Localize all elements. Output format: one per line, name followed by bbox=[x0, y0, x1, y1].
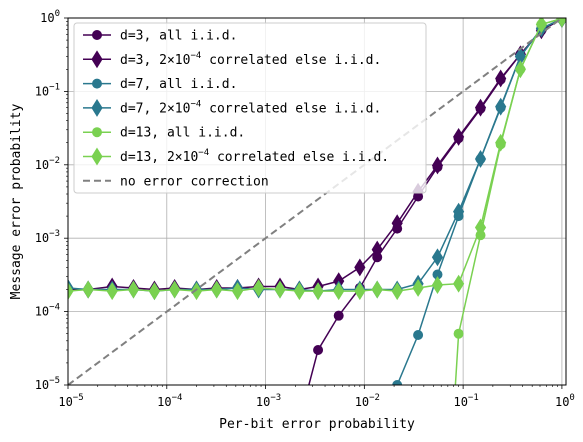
data-point bbox=[253, 279, 265, 297]
data-point bbox=[412, 279, 424, 297]
data-point bbox=[431, 276, 444, 294]
legend-label: d=3, 2×10−4 correlated else i.i.d. bbox=[120, 51, 381, 68]
plot-frame bbox=[67, 17, 567, 386]
x-tick-label: 10−3 bbox=[256, 393, 281, 409]
series-layer bbox=[68, 18, 566, 385]
data-point bbox=[354, 282, 366, 301]
data-point bbox=[371, 280, 383, 299]
legend-label: d=13, all i.i.d. bbox=[120, 126, 245, 141]
legend-label: d=7, all i.i.d. bbox=[120, 77, 237, 92]
data-point bbox=[211, 280, 223, 299]
data-point bbox=[413, 329, 424, 340]
y-tick-label: 10−1 bbox=[35, 82, 60, 98]
data-point bbox=[371, 240, 383, 259]
legend-label: d=13, 2×10−4 correlated else i.i.d. bbox=[120, 148, 389, 165]
series-5 bbox=[453, 18, 566, 385]
data-point bbox=[391, 214, 403, 233]
data-point bbox=[474, 98, 487, 117]
data-point bbox=[453, 202, 465, 221]
axis-ticks: 10−5 10−4 10−3 10−2 10−1 100 10−5 10−4 10−3 10−2 1… bbox=[35, 9, 575, 409]
data-point bbox=[231, 282, 244, 301]
y-tick-label: 10−2 bbox=[35, 156, 60, 172]
data-point bbox=[474, 218, 487, 237]
legend-label: no error correction bbox=[120, 174, 269, 189]
series-line bbox=[454, 18, 563, 385]
data-point bbox=[495, 133, 507, 152]
data-point bbox=[431, 156, 444, 175]
y-tick-label: 100 bbox=[40, 9, 60, 25]
x-tick-label: 10−2 bbox=[355, 393, 380, 409]
x-axis-label: Per-bit error probability bbox=[219, 417, 415, 432]
data-point bbox=[391, 282, 403, 301]
data-point bbox=[106, 282, 118, 301]
legend-box bbox=[73, 22, 427, 194]
data-point bbox=[312, 282, 324, 301]
legend: d=3, all i.i.d. d=3, 2×10−4 correlated el… bbox=[73, 22, 427, 194]
series-line bbox=[68, 18, 564, 385]
data-point bbox=[495, 97, 507, 116]
data-point bbox=[333, 282, 345, 301]
legend-marker bbox=[91, 147, 103, 166]
series-6 bbox=[68, 18, 566, 301]
data-point bbox=[535, 18, 547, 34]
y-tick-label: 10−3 bbox=[35, 229, 60, 245]
y-tick-label: 10−5 bbox=[35, 376, 60, 392]
data-point bbox=[293, 282, 305, 301]
data-point bbox=[274, 280, 286, 299]
data-point bbox=[313, 344, 324, 355]
x-tick-label: 10−5 bbox=[58, 393, 83, 409]
legend-label: d=3, all i.i.d. bbox=[120, 29, 237, 44]
data-point bbox=[453, 274, 465, 293]
x-tick-label: 10−4 bbox=[157, 393, 182, 409]
data-point bbox=[127, 280, 140, 299]
data-point bbox=[392, 380, 403, 385]
legend-marker bbox=[91, 50, 103, 69]
legend-marker bbox=[92, 30, 102, 40]
data-point bbox=[354, 258, 366, 277]
data-point bbox=[453, 328, 464, 339]
data-point bbox=[82, 280, 94, 299]
legend-marker bbox=[92, 78, 102, 89]
data-point bbox=[68, 282, 74, 301]
data-point bbox=[190, 282, 203, 301]
legend-label: d=7, 2×10−4 correlated else i.i.d. bbox=[120, 99, 381, 116]
data-point bbox=[431, 248, 444, 267]
data-point bbox=[495, 69, 507, 88]
plot-area bbox=[68, 18, 566, 385]
data-point bbox=[474, 150, 487, 168]
data-point bbox=[556, 18, 566, 28]
y-tick-label: 10−4 bbox=[35, 303, 60, 319]
x-tick-label: 10−1 bbox=[453, 393, 478, 409]
legend-marker bbox=[91, 98, 103, 117]
series-7 bbox=[68, 18, 564, 385]
x-tick-label: 100 bbox=[555, 393, 575, 409]
y-axis-label: Message error probability bbox=[9, 103, 24, 299]
legend-marker bbox=[92, 127, 102, 138]
data-point bbox=[333, 310, 344, 321]
data-point bbox=[169, 280, 181, 299]
data-point bbox=[453, 127, 465, 146]
data-point bbox=[148, 282, 161, 301]
data-point bbox=[514, 60, 526, 79]
